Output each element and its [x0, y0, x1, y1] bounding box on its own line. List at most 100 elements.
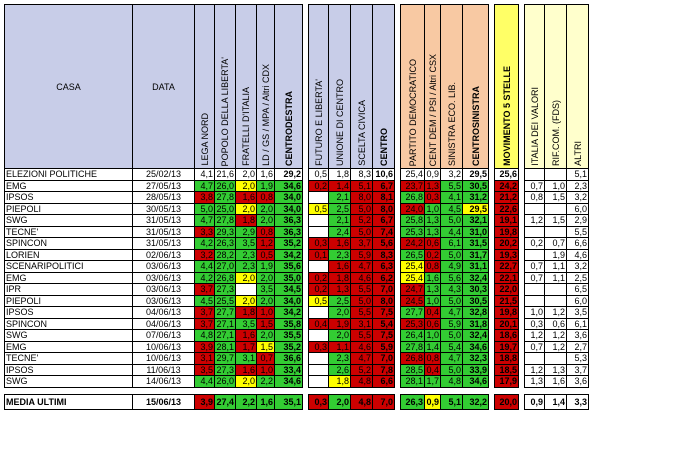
value-cell: 5,0 — [440, 294, 463, 307]
value-cell: 1,6 — [256, 393, 275, 410]
value-cell: 1,2 — [524, 329, 545, 342]
value-cell: 0,9 — [424, 168, 441, 181]
gap-cell — [518, 237, 525, 249]
value-cell: 21,6 — [214, 168, 236, 181]
value-cell: 1,0 — [424, 329, 441, 342]
header-data: DATA — [132, 4, 195, 169]
value-cell: 4,5 — [194, 294, 215, 307]
value-cell: 25,3 — [400, 225, 425, 238]
value-cell: 29,2 — [274, 168, 303, 181]
value-cell: 2,0 — [235, 202, 257, 215]
value-cell: 0,6 — [424, 317, 441, 330]
gap-cell — [302, 329, 309, 341]
poll-row: SPINCON 04/06/13 3,7 27,1 3,5 1,5 35,8 0,4 1,9 3,… — [4, 317, 589, 330]
value-cell: 2,0 — [256, 202, 275, 215]
value-cell: 4,8 — [194, 329, 215, 342]
gap-cell — [302, 203, 309, 215]
value-cell: 0,3 — [524, 317, 545, 330]
value-cell: 1,9 — [328, 317, 351, 330]
poll-row: IPSOS 28/05/13 3,8 27,8 1,6 0,8 34,0 2,1 8,0 8,1 2… — [4, 191, 589, 204]
value-cell: 1,2 — [544, 306, 567, 319]
value-cell: 26,5 — [400, 248, 425, 261]
gap-cell — [488, 203, 495, 215]
value-cell: 0,5 — [308, 168, 329, 181]
value-cell: 0,7 — [524, 271, 545, 284]
poll-row: SWG 14/06/13 4,4 26,0 2,0 2,2 34,6 1,8 4,8 6,6 28,… — [4, 375, 589, 388]
value-cell: 2,5 — [566, 271, 589, 284]
gap-cell — [518, 191, 525, 203]
gap-cell — [302, 352, 309, 364]
poll-row: EMG 03/06/13 4,2 26,8 2,0 2,0 35,0 0,2 1,8 4,6 6,2… — [4, 271, 589, 284]
value-cell: 3,3 — [194, 225, 215, 238]
date-cell: 10/06/13 — [132, 340, 195, 353]
gap-cell — [302, 318, 309, 330]
value-cell: 8,3 — [372, 248, 395, 261]
pollster-cell: ELEZIONI POLITICHE — [4, 168, 133, 181]
value-cell — [308, 329, 329, 342]
pollster-cell: TECNE' — [4, 225, 133, 238]
value-cell: 34,6 — [274, 375, 303, 388]
value-cell: 0,9 — [424, 393, 441, 410]
value-cell: 6,7 — [372, 179, 395, 192]
spacer-cell — [5, 387, 589, 394]
gap-cell — [518, 214, 525, 226]
value-cell: 3,9 — [194, 393, 215, 410]
value-cell: 21,5 — [494, 294, 519, 307]
date-cell: 31/05/13 — [132, 225, 195, 238]
value-cell: 0,8 — [524, 191, 545, 204]
value-cell: 5,5 — [440, 179, 463, 192]
value-cell: 0,2 — [524, 237, 545, 250]
poll-row: IPSOS 11/06/13 3,5 27,3 1,6 1,0 33,4 2,6 5,2 7,8 2… — [4, 363, 589, 376]
gap-cell — [488, 214, 495, 226]
value-cell: 27,3 — [214, 363, 236, 376]
value-cell: 34,6 — [462, 375, 489, 388]
value-cell: 20,0 — [494, 393, 519, 410]
value-cell: 33,4 — [274, 363, 303, 376]
value-cell: 4,5 — [440, 202, 463, 215]
value-cell: 5,9 — [440, 317, 463, 330]
gap-cell — [488, 272, 495, 284]
value-cell: 5,0 — [440, 363, 463, 376]
value-cell: 2,0 — [328, 329, 351, 342]
value-cell: 2,3 — [566, 179, 589, 192]
value-cell: 1,6 — [235, 329, 257, 342]
value-cell: 19,8 — [494, 306, 519, 319]
value-cell: 2,3 — [328, 352, 351, 365]
gap-cell — [302, 394, 309, 409]
header-sel: SINISTRA ECO. LIB. — [440, 4, 463, 169]
value-cell: 3,1 — [350, 317, 373, 330]
value-cell: 22,0 — [494, 283, 519, 296]
gap-cell — [518, 283, 525, 295]
value-cell: 0,7 — [256, 352, 275, 365]
value-cell: 1,0 — [256, 306, 275, 319]
value-cell: 10,6 — [372, 168, 395, 181]
gap-cell — [518, 203, 525, 215]
value-cell: 1,6 — [424, 271, 441, 284]
value-cell: 31,8 — [462, 317, 489, 330]
value-cell: 31,5 — [462, 237, 489, 250]
value-cell: 0,5 — [256, 248, 275, 261]
value-cell: 0,7 — [544, 237, 567, 250]
value-cell: 2,3 — [328, 248, 351, 261]
value-cell: 1,6 — [256, 168, 275, 181]
value-cell: 2,5 — [328, 294, 351, 307]
value-cell: 5,2 — [350, 363, 373, 376]
value-cell: 1,8 — [328, 375, 351, 388]
value-cell — [308, 363, 329, 376]
date-cell: 04/06/13 — [132, 317, 195, 330]
value-cell: 1,9 — [256, 260, 275, 273]
value-cell: 2,0 — [256, 329, 275, 342]
value-cell: 1,0 — [544, 179, 567, 192]
value-cell: 35,1 — [274, 393, 303, 410]
value-cell: 34,6 — [274, 179, 303, 192]
value-cell: 25,4 — [400, 271, 425, 284]
value-cell: 6,0 — [566, 294, 589, 307]
poll-row: IPR 03/06/13 3,7 27,3 3,5 34,5 0,2 1,3 5,5 7,0 24,… — [4, 283, 589, 296]
value-cell: 1,6 — [235, 363, 257, 376]
value-cell: 1,5 — [544, 214, 567, 227]
value-cell: 1,8 — [328, 271, 351, 284]
header-centrosinistra: CENTROSINISTRA — [462, 4, 489, 169]
value-cell: 7,5 — [372, 329, 395, 342]
value-cell: 4,2 — [194, 271, 215, 284]
pollster-cell: IPSOS — [4, 363, 133, 376]
